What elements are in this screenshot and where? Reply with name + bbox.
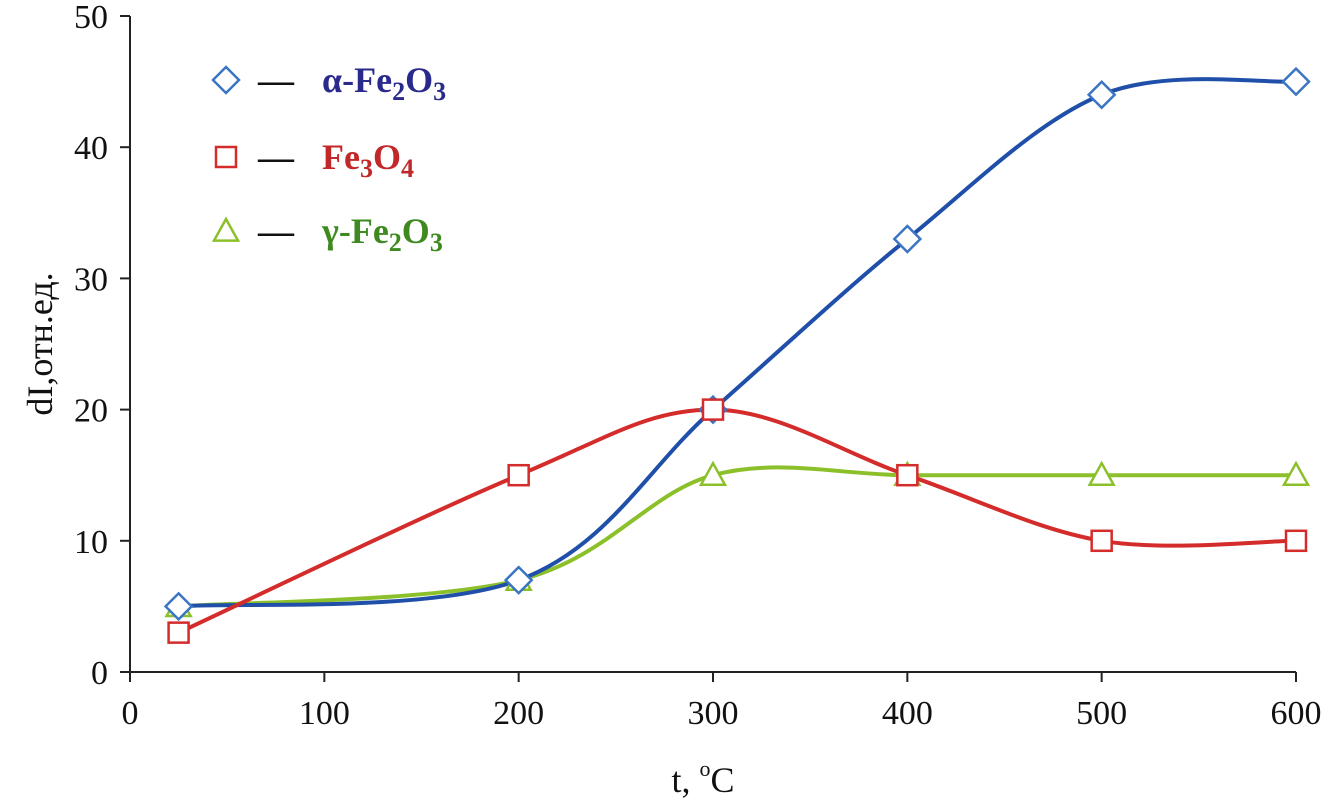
legend-dash: — — [257, 137, 295, 177]
data-point — [698, 460, 728, 487]
data-point — [1090, 529, 1113, 553]
legend-label-subscript: 3 — [433, 77, 446, 106]
data-point — [896, 463, 919, 487]
legend-label: α-Fe2O3 — [322, 60, 446, 106]
legend-label-part: O — [405, 60, 433, 100]
data-point — [163, 591, 194, 622]
legend-marker — [214, 145, 238, 169]
x-tick-label: 500 — [1076, 695, 1127, 732]
y-tick-label: 0 — [91, 655, 108, 692]
legend-label-part: O — [373, 137, 401, 177]
data-point — [1284, 529, 1308, 553]
legend-label-subscript: 4 — [401, 154, 414, 183]
x-tick-label: 400 — [882, 695, 933, 732]
x-axis-title: t, oC — [671, 756, 734, 800]
series-markers — [163, 66, 1311, 644]
data-point — [701, 398, 725, 421]
x-tick-label: 600 — [1271, 695, 1322, 732]
y-tick-label: 10 — [74, 524, 108, 561]
data-point — [507, 463, 530, 487]
y-tick-label: 30 — [74, 261, 108, 298]
series-line — [178, 465, 1296, 609]
legend-label-subscript: 3 — [360, 154, 373, 183]
x-axis-title-degree: o — [700, 756, 711, 781]
legend-dash: — — [257, 211, 295, 251]
data-point — [1087, 460, 1116, 487]
x-axis-title-unit: C — [711, 760, 735, 800]
y-tick-label: 20 — [74, 393, 108, 430]
legend: — α-Fe2O3— Fe3O4— γ-Fe2O3 — [211, 60, 446, 257]
data-point — [1281, 460, 1311, 487]
data-point — [1281, 66, 1311, 97]
legend-label-part: γ-Fe — [321, 211, 389, 251]
legend-dash: — — [257, 60, 295, 100]
x-axis-title-main: t, — [671, 760, 699, 800]
x-tick-label: 100 — [299, 695, 350, 732]
data-point — [503, 565, 534, 595]
data-point — [1086, 79, 1117, 110]
x-tick-label: 200 — [493, 695, 544, 732]
y-ticks: 0 10 20 30 40 50 — [74, 0, 130, 692]
legend-marker — [211, 65, 241, 95]
legend-label-subscript: 2 — [389, 228, 402, 257]
legend-label: γ-Fe2O3 — [321, 211, 443, 257]
legend-marker — [211, 216, 241, 242]
x-tick-label: 0 — [122, 695, 139, 732]
legend-label: Fe3O4 — [322, 137, 414, 183]
legend-label-part: Fe — [322, 137, 360, 177]
x-tick-label: 300 — [688, 695, 739, 732]
y-axis-title: dI,отн.ед. — [20, 272, 60, 415]
x-ticks: 0 100 200 300 400 500 600 — [122, 672, 1322, 732]
legend-label-subscript: 2 — [392, 77, 405, 106]
y-tick-label: 40 — [74, 130, 108, 167]
legend-label-part: α-Fe — [322, 60, 392, 100]
data-point — [892, 224, 923, 254]
legend-label-subscript: 3 — [430, 228, 443, 257]
legend-label-part: O — [402, 211, 430, 251]
data-point — [167, 621, 190, 644]
y-tick-label: 50 — [74, 0, 108, 36]
